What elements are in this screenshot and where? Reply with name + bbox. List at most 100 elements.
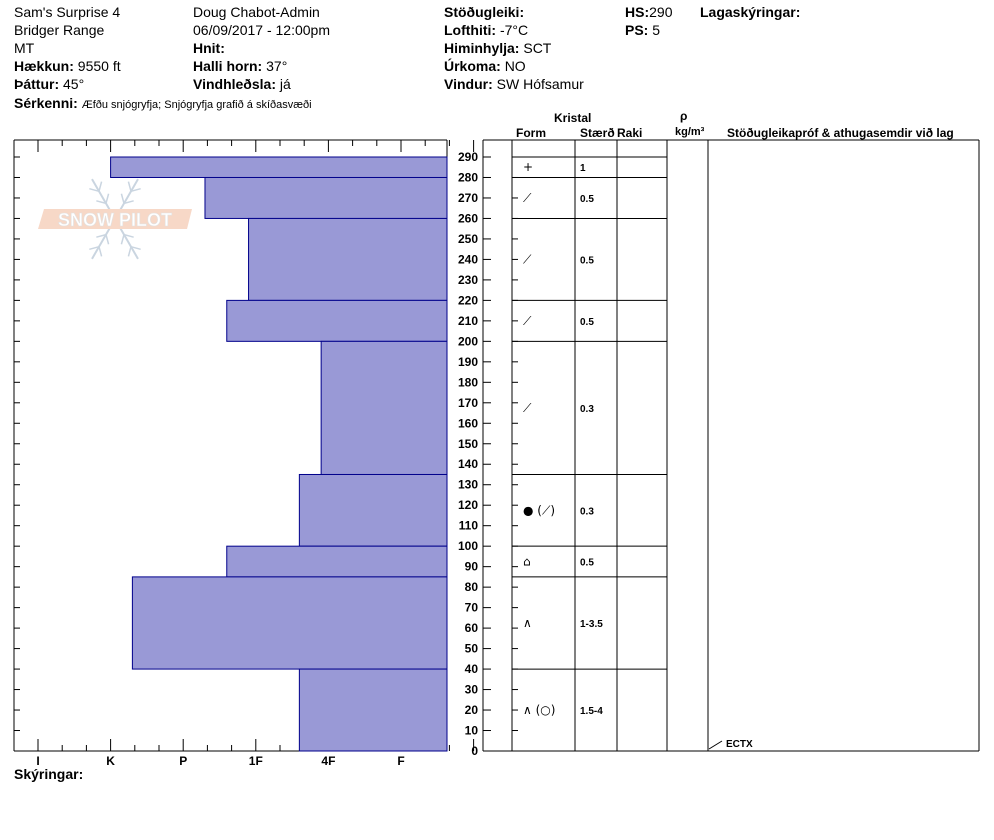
depth-label: 70 [465,601,479,615]
density-unit: kg/m³ [675,126,705,138]
crystal-size-6: 0.5 [580,558,594,569]
crystal-form-4: ⟋ [523,401,532,415]
depth-label: 170 [458,396,478,410]
logo-snowflake-branch [123,233,134,238]
crystal-size-4: 0.3 [580,404,594,415]
layer-bar-3 [226,299,448,342]
depth-label: 110 [459,519,479,533]
depth-label: 90 [465,560,479,574]
depth-label: 260 [458,211,478,225]
air-temp: Lofthiti: -7°C [444,22,529,38]
depth-label: 210 [458,314,478,328]
sky-cover: Himinhylja: SCT [444,40,552,56]
site-name: Sam's Surprise 4 [14,4,121,20]
state-name: MT [14,40,35,56]
logo-snowflake-branch [96,200,107,205]
crystal-form-3: ⟋ [523,314,532,328]
datetime: 06/09/2017 - 12:00pm [193,22,330,38]
crystal-form-6: ⌂ [523,555,531,569]
observer: Doug Chabot-Admin [193,4,320,20]
stability-notes-header: Stöðugleikapróf & athugasemdir við lag [727,126,954,140]
depth-label: 200 [458,334,478,348]
aspect: Þáttur: 45° [14,76,85,92]
wind: Vindur: SW Hófsamur [444,76,584,92]
precipitation: Úrkoma: NO [444,58,526,74]
layer-bar-6 [226,545,448,578]
logo-snowflake-branch [127,246,132,257]
depth-label: 120 [458,498,478,512]
crystal-size-3: 0.5 [580,317,594,328]
snowpilot-logo: SNOW PILOT [38,178,192,260]
stability: Stöðugleiki: [444,4,525,20]
crystal-header: Kristal [554,111,592,125]
crystal-form-2: ⟋ [523,252,532,266]
density-symbol: ρ [680,109,688,123]
crystal-form-8: ∧ (○) [523,703,555,717]
depth-label: 50 [465,642,479,656]
crystal-size-0: 1 [580,163,586,174]
crystal-size-7: 1-3.5 [580,619,603,630]
logo-snowflake-branch [98,246,103,257]
depth-label: 220 [458,293,478,307]
depth-label: 280 [458,170,478,184]
coordinates: Hnit: [193,40,225,56]
depth-label: 150 [458,437,478,451]
depth-label: 80 [465,580,479,594]
logo-snowflake-branch [120,193,125,204]
hardness-label-F: F [397,754,404,768]
logo-snowflake-branch [98,181,103,192]
crystal-form-1: ⟋ [523,191,532,205]
legend-label: Skýringar: [14,766,84,782]
crystal-size-1: 0.5 [580,194,594,205]
depth-label: 160 [458,416,478,430]
hardness-label-4F: 4F [321,754,335,768]
logo-snowflake-branch [123,200,134,205]
depth-label: 0 [471,744,478,758]
slope-angle: Halli horn: 37° [193,58,288,74]
features: Sérkenni: Æfðu snjógryfja; Snjógryfja gr… [14,95,312,111]
depth-label: 270 [458,191,478,205]
elevation: Hækkun: 9550 ft [14,58,121,74]
logo-band [38,209,192,229]
logo-snowflake-branch [105,193,110,204]
layer-bar-8 [298,668,448,752]
layer-notes-label: Lagaskýringar: [700,4,801,20]
range-name: Bridger Range [14,22,105,38]
crystal-form-7: ∧ [523,616,532,630]
size-header: Stærð [580,126,615,140]
wind-loading: Vindhleðsla: já [193,76,291,92]
depth-label: 140 [458,457,478,471]
depth-label: 10 [465,724,479,738]
depth-label: 30 [465,683,479,697]
layer-bar-4 [320,340,448,475]
layer-bar-2 [248,217,448,301]
hardness-label-P: P [179,754,187,768]
logo-snowflake-branch [89,187,100,193]
snow-height: HS:290 [625,4,673,20]
layer-bar-7 [131,576,448,670]
depth-label: 290 [458,150,478,164]
logo-snowflake-branch [89,245,100,251]
depth-label: 60 [465,621,479,635]
hardness-label-1F: 1F [249,754,263,768]
hardness-label-I: I [36,754,39,768]
crystal-form-0: + [523,160,533,174]
depth-label: 240 [458,252,478,266]
depth-label: 20 [465,703,479,717]
logo-text: SNOW PILOT [58,210,172,230]
test-label-0: ECTX [726,739,753,750]
crystal-size-2: 0.5 [580,255,594,266]
depth-label: 100 [458,539,478,553]
test-marker-line-0 [708,740,723,750]
moisture-header: Raki [617,126,643,140]
layer-bar-0 [110,156,448,178]
logo-snowflake-branch [127,181,132,192]
logo-snowflake-branch [130,187,141,193]
logo-snowflake-branch [120,234,125,245]
hardness-label-K: K [106,754,115,768]
pit-score: PS: 5 [625,22,661,38]
depth-label: 130 [458,478,478,492]
form-header: Form [516,126,546,140]
depth-label: 250 [458,232,478,246]
